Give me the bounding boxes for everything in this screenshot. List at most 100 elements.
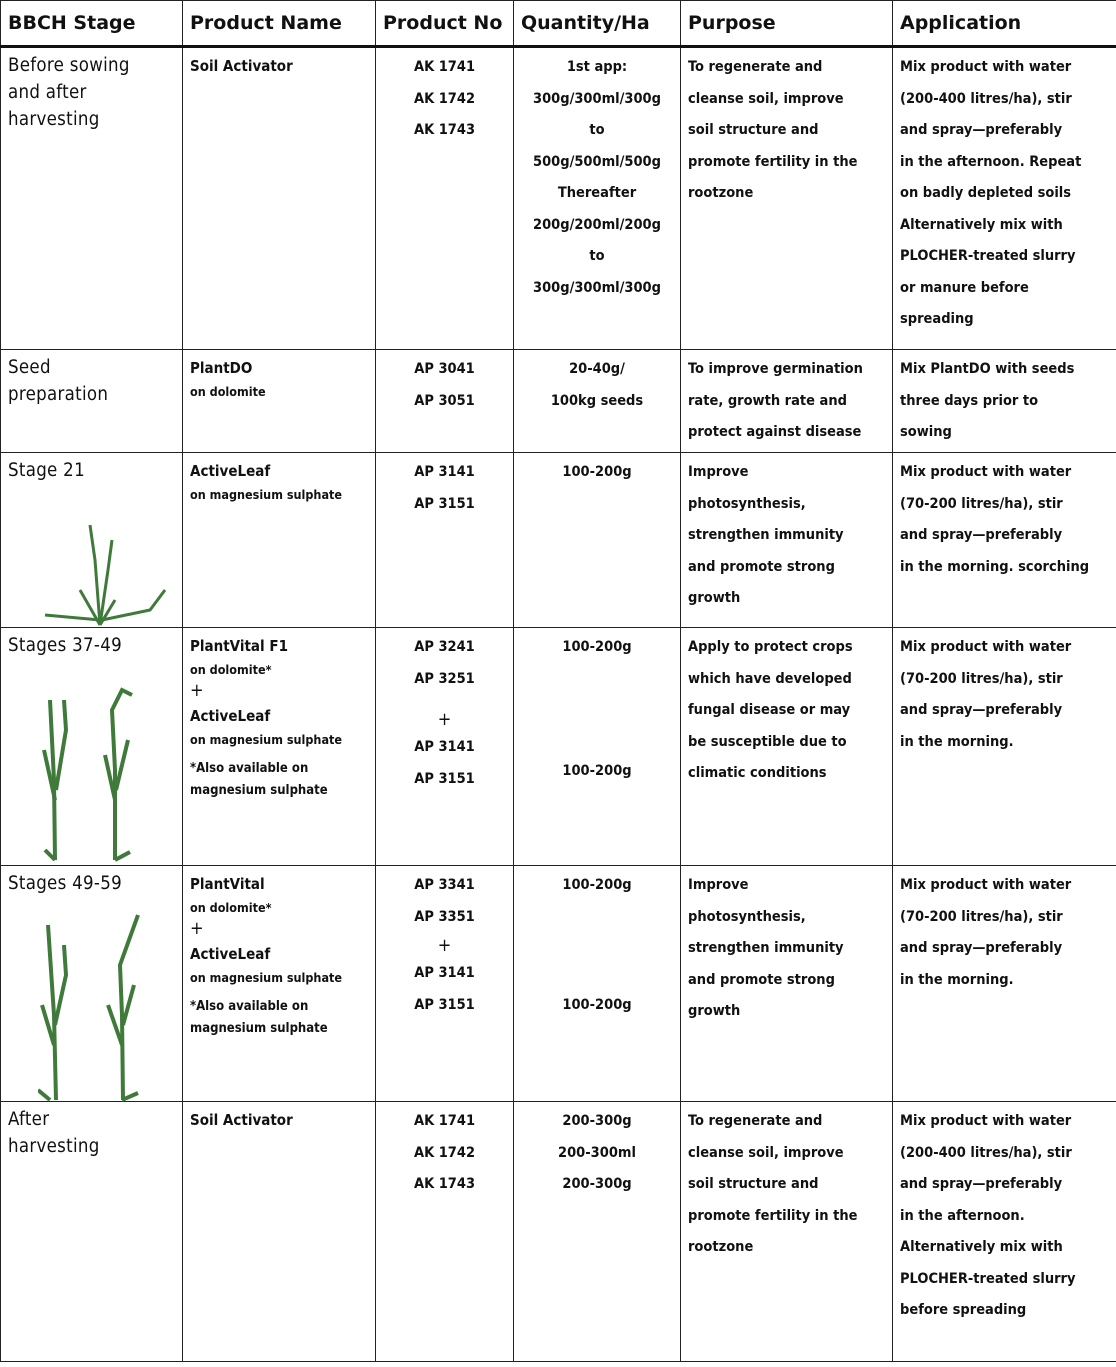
table-cell: Stage 21 [0, 452, 183, 628]
cell-line: before spreading [900, 1302, 1027, 1318]
cell-line: and spray—preferably [900, 122, 1063, 138]
table-cell: 1st app: 300g/300ml/300g to 500g/500ml/500g… [513, 46, 681, 350]
cell-line: AK 1741 [413, 1113, 476, 1129]
cell-line: soil structure and [688, 1176, 819, 1192]
table-row: Before sowing and after harvesting Soil Act… [0, 46, 1116, 350]
cell-line: AP 3251 [414, 670, 475, 687]
table-cell: 100-200g 100-200g [513, 865, 681, 1102]
cell-line: in the morning. [900, 971, 1014, 988]
cell-line: cleanse soil, improve [688, 90, 844, 107]
cell-line: and spray—preferably [900, 940, 1063, 956]
cell-line: strengthen immunity [688, 527, 844, 543]
cell-line: Improve [688, 464, 749, 480]
cell-line: AP 3241 [414, 639, 475, 655]
table-cell: 100-200g [513, 452, 681, 628]
cell-line: in the morning. scorching [900, 558, 1090, 575]
cell-line: and spray—preferably [900, 702, 1063, 718]
cell-line: preparation [8, 384, 109, 405]
cell-line: 100kg seeds [550, 392, 644, 409]
product-name: PlantDO [190, 359, 253, 377]
product-base: on magnesium sulphate [190, 732, 343, 747]
table-cell: Improve photosynthesis, strengthen immunit… [680, 452, 893, 628]
cell-line: 200-300g [562, 1176, 632, 1192]
cell-line: or manure before [900, 279, 1029, 296]
cell-line: 100-200g [562, 996, 632, 1013]
cell-line: AP 3151 [414, 770, 475, 787]
cell-line: 100-200g [562, 464, 632, 480]
table-cell: AP 3141 AP 3151 [375, 452, 514, 628]
plant-icon [38, 914, 140, 1102]
cell-line: and promote strong [688, 558, 835, 575]
cell-line: (70-200 litres/ha), stir [900, 495, 1063, 512]
cell-line: Mix product with water [900, 877, 1072, 893]
cell-line: 1st app: [566, 59, 628, 75]
cell-line: 500g/500ml/500g [533, 153, 661, 170]
cell-line: protect against disease [688, 424, 862, 440]
cell-line: soil structure and [688, 122, 819, 138]
cell-line: AP 3041 [414, 361, 475, 377]
cell-line: 20-40g/ [569, 361, 625, 377]
cell-line: fungal disease or may [688, 702, 851, 718]
table-cell: PlantDO on dolomite [182, 349, 376, 453]
cell-line: 300g/300ml/300g [533, 279, 661, 296]
cell-line: Alternatively mix with [900, 1239, 1063, 1255]
table-cell: AK 1741 AK 1742 AK 1743 [375, 46, 514, 350]
cell-line: growth [688, 590, 741, 606]
cell-line: AP 3341 [414, 877, 475, 893]
cell-line: Thereafter [557, 185, 637, 201]
table-cell: Mix product with water (200-400 litres/ha… [892, 1101, 1116, 1362]
column-header: BBCH Stage [0, 0, 183, 48]
table-row: Stages 37-49 PlantVital F1 on dolomite* + Ac… [0, 627, 1116, 866]
cell-line: Stage 21 [8, 460, 85, 481]
cell-line: PLOCHER-treated slurry [900, 1270, 1076, 1287]
cell-line: rootzone [688, 1239, 754, 1255]
table-cell: PlantVital F1 on dolomite* + ActiveLeaf on m… [182, 627, 376, 866]
cell-line: Mix product with water [900, 1113, 1072, 1129]
cell-line: Mix product with water [900, 639, 1072, 655]
product-name: PlantVital F1 [190, 637, 288, 655]
cell-line: three days prior to [900, 392, 1039, 409]
cell-line: AP 3141 [414, 464, 475, 480]
cell-line: 200-300ml [558, 1144, 636, 1161]
cell-line: on badly depleted soils [900, 185, 1072, 201]
cell-line: harvesting [8, 109, 100, 130]
cell-line: AP 3141 [414, 965, 475, 981]
cell-line: AP 3141 [414, 739, 475, 755]
product-note: *Also available on magnesium sulphate [190, 999, 328, 1036]
column-header: Product Name [182, 0, 376, 48]
cell-line: 100-200g [562, 639, 632, 655]
table-cell: Soil Activator [182, 46, 376, 350]
cell-line: (70-200 litres/ha), stir [900, 670, 1063, 687]
table-cell: Mix product with water (70-200 litres/ha)… [892, 627, 1116, 866]
product-name: Soil Activator [190, 1111, 293, 1129]
cell-line: AK 1743 [413, 122, 476, 138]
plus-sign: + [190, 918, 204, 939]
product-base: on dolomite* [190, 662, 272, 677]
table-cell: AP 3241 AP 3251 + AP 3141 AP 3151 [375, 627, 514, 866]
cell-line: Mix product with water [900, 59, 1072, 75]
cell-line: be susceptible due to [688, 733, 847, 750]
product-base: on dolomite* [190, 900, 272, 915]
cell-line: Seed [8, 357, 51, 378]
cell-line: 200-300g [562, 1113, 632, 1129]
cell-line: growth [688, 1003, 741, 1019]
cell-line: promote fertility in the [688, 1207, 858, 1224]
cell-line: photosynthesis, [688, 495, 806, 512]
plus-sign: + [190, 680, 204, 701]
cell-line: AP 3151 [414, 996, 475, 1013]
table-cell: Mix PlantDO with seeds three days prior t… [892, 349, 1116, 453]
cell-line: 100-200g [562, 762, 632, 779]
column-header: Application [892, 0, 1116, 48]
column-header: Quantity/Ha [513, 0, 681, 48]
cell-line: to [589, 122, 605, 138]
product-name: PlantVital [190, 875, 265, 893]
table-cell: To regenerate and cleanse soil, improve so… [680, 1101, 893, 1362]
cell-line: cleanse soil, improve [688, 1144, 844, 1161]
table-cell: Stages 37-49 [0, 627, 183, 866]
cell-line: Mix PlantDO with seeds [900, 361, 1075, 377]
cell-line: AP 3051 [414, 392, 475, 409]
cell-line: (200-400 litres/ha), stir [900, 90, 1072, 107]
table-cell: ActiveLeaf on magnesium sulphate [182, 452, 376, 628]
table-cell: Soil Activator [182, 1101, 376, 1362]
